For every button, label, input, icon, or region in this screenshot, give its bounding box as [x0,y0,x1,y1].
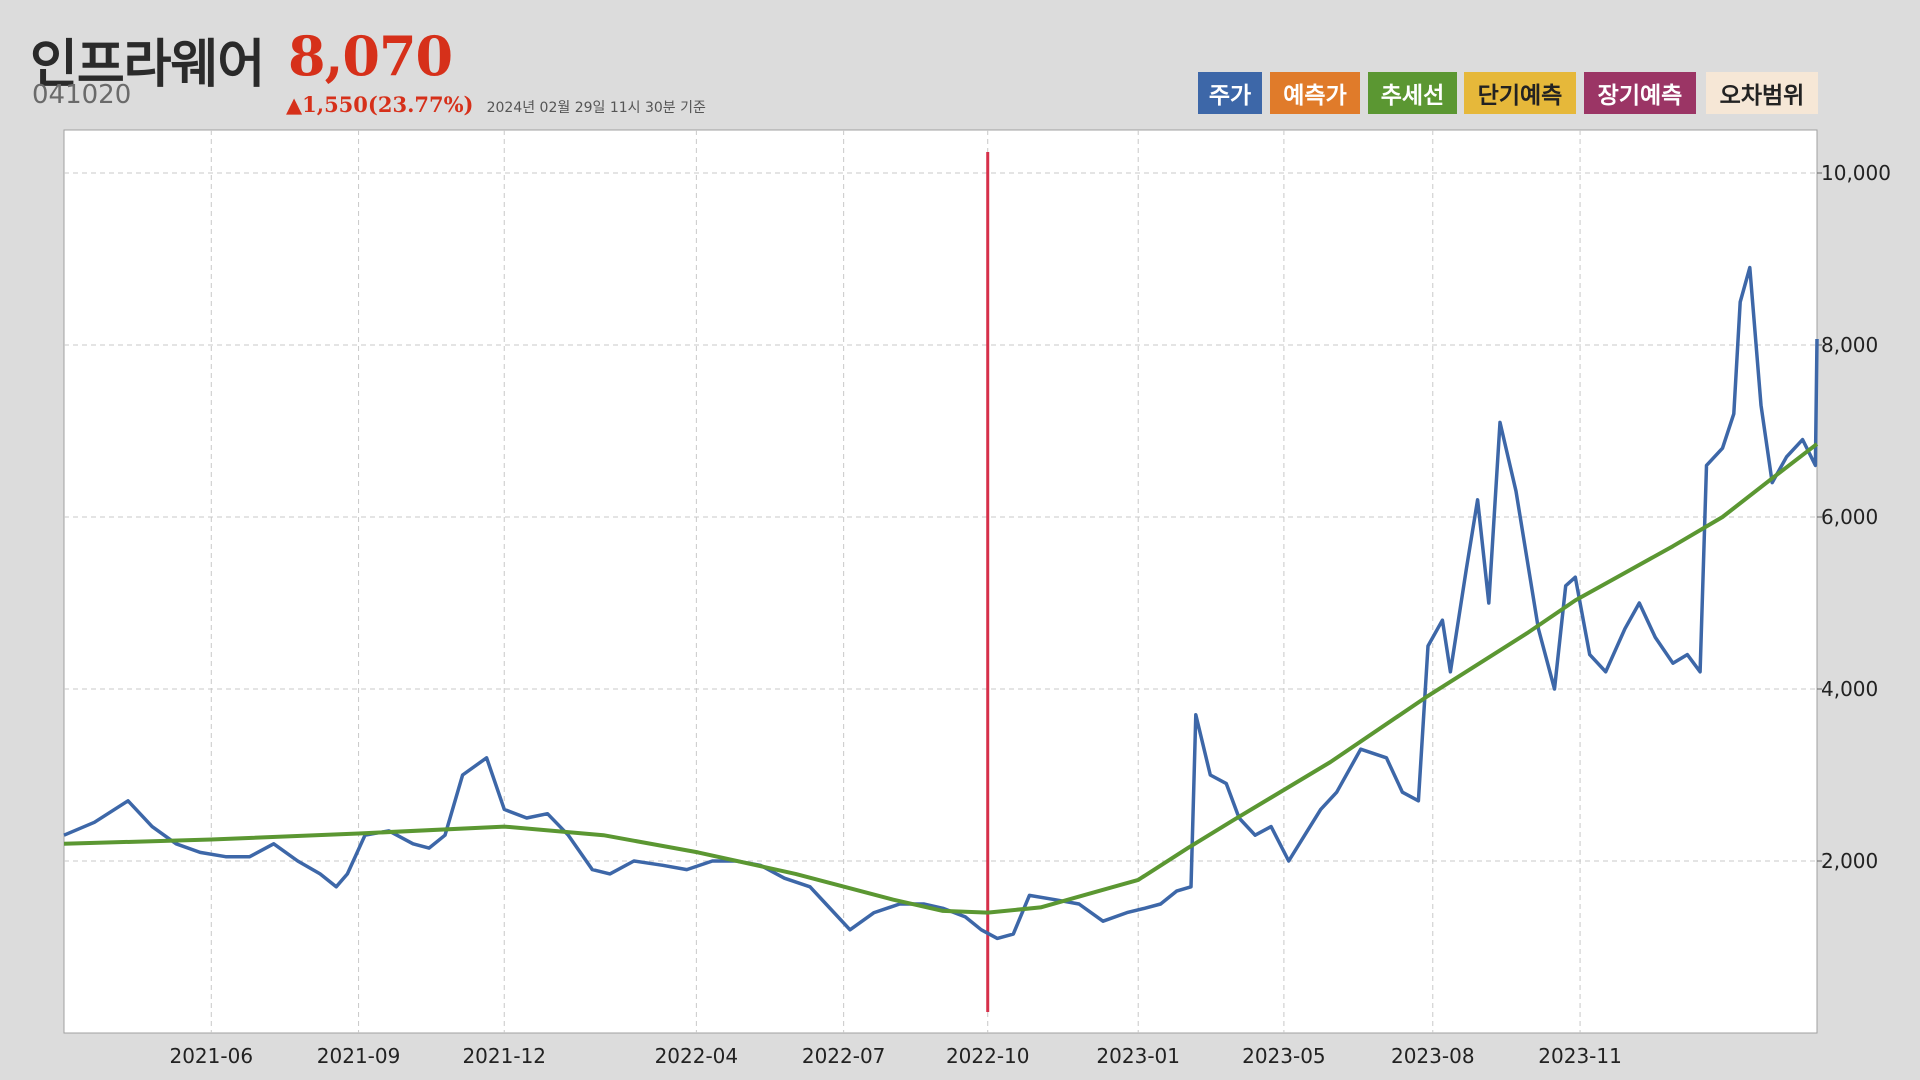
legend-long-term-label: 장기예측 [1597,83,1683,109]
series-layer [63,265,1819,941]
x-tick-label: 2022-07 [802,1044,886,1068]
stock-name: 인프라웨어 [30,35,265,95]
trend-series-line [63,442,1819,915]
x-tick-label: 2023-11 [1538,1044,1622,1068]
x-tick-label: 2023-01 [1096,1044,1180,1068]
x-tick-label: 2021-09 [317,1044,401,1068]
header: 인프라웨어 8,070 041020 ▲1,550(23.77%) 2024년 … [0,0,1920,130]
y-axis: 2,000 4,000 6,000 8,000 10,000 [1817,161,1891,873]
legend-short-term-label: 단기예측 [1477,83,1563,109]
legend-price[interactable]: 주가 [1198,72,1262,114]
y-tick-label: 6,000 [1821,505,1878,529]
as-of-timestamp: 2024년 02월 29일 11시 30분 기준 [486,100,706,116]
x-axis: 2021-06 2021-09 2021-12 2022-04 2022-07 2022-… [169,1044,1621,1068]
x-tick-label: 2022-04 [655,1044,739,1068]
legend-prediction-label: 예측가 [1283,83,1347,109]
x-tick-label: 2022-10 [946,1044,1030,1068]
change-row: ▲1,550(23.77%) 2024년 02월 29일 11시 30분 기준 [286,92,706,117]
stock-code: 041020 [32,80,132,110]
legend-prediction[interactable]: 예측가 [1270,72,1360,114]
legend-long-term[interactable]: 장기예측 [1584,72,1696,114]
x-tick-label: 2023-05 [1242,1044,1326,1068]
y-tick-label: 10,000 [1821,161,1891,185]
plot-area [63,129,1818,1034]
legend-price-label: 주가 [1208,83,1252,109]
x-tick-label: 2021-06 [169,1044,253,1068]
price-series-line [63,265,1819,941]
stock-price: 8,070 [288,24,453,88]
x-tick-label: 2023-08 [1391,1044,1475,1068]
y-tick-label: 4,000 [1821,677,1878,701]
y-tick-label: 2,000 [1821,849,1878,873]
legend-short-term[interactable]: 단기예측 [1464,72,1576,114]
x-tick-label: 2021-12 [462,1044,546,1068]
legend-error-range-label: 오차범위 [1719,83,1805,109]
legend-trend-label: 추세선 [1380,83,1445,109]
price-change: ▲1,550(23.77%) [286,92,474,117]
legend-error-range[interactable]: 오차범위 [1706,72,1818,114]
legend-trend[interactable]: 추세선 [1368,72,1457,114]
y-tick-label: 8,000 [1821,333,1878,357]
